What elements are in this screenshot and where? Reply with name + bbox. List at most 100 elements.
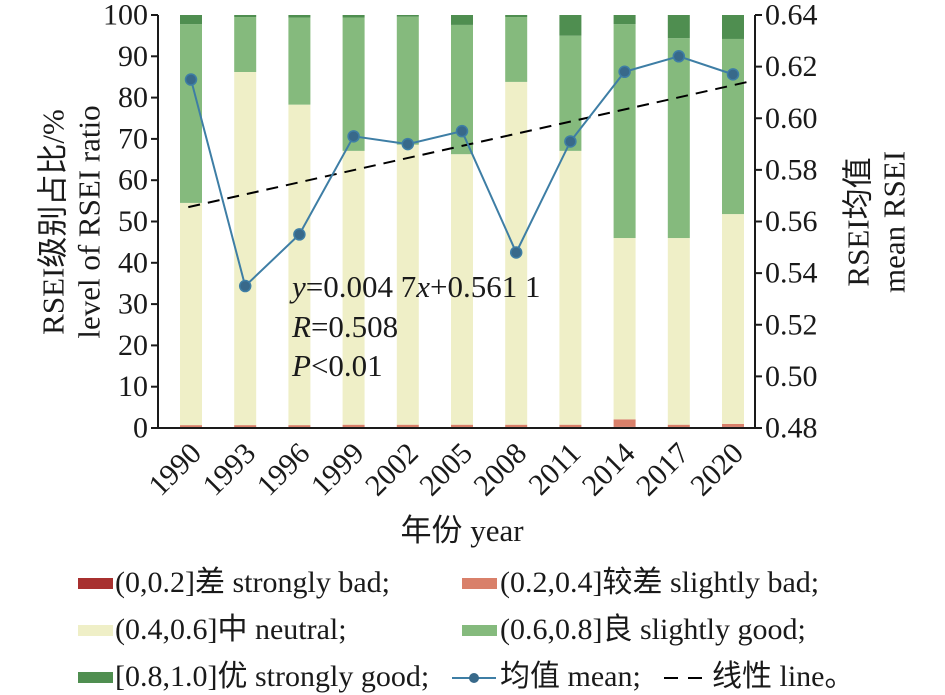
x-tick-label: 1999 (305, 437, 371, 503)
y-right-tick-label: 0.54 (765, 257, 818, 290)
bars-layer (180, 15, 744, 428)
bar-2008-slightly-bad (505, 424, 528, 428)
trend-line (188, 79, 753, 209)
math-variable: x (415, 269, 430, 304)
legend-item-neutral: (0.4,0.6]中 neutral; (78, 613, 347, 646)
y-right-axis-title-zh: RSEI均值 (841, 157, 876, 286)
math-text: =0.508 (311, 309, 398, 344)
bar-1996-slightly-good (288, 17, 311, 105)
mean-point-2008 (509, 246, 523, 259)
legend-label-trend: 线性 line。 (712, 660, 855, 693)
y-right-tick-label: 0.58 (765, 153, 818, 186)
legend: (0,0.2]差 strongly bad; (0.2,0.4]较差 sligh… (78, 566, 855, 693)
legend-item-strongly-bad: (0,0.2]差 strongly bad; (78, 566, 390, 599)
bar-1999-strongly-good (342, 15, 365, 18)
x-tick-label: 2020 (684, 437, 750, 503)
bar-2002-slightly-good (396, 16, 419, 145)
y-left-tick-label: 80 (118, 81, 148, 114)
x-tick-label: 2008 (467, 437, 533, 503)
y-right-tick-label: 0.50 (765, 360, 818, 393)
bar-2008-slightly-good (505, 17, 528, 82)
x-tick-label: 2014 (576, 437, 642, 503)
legend-label-neutral: (0.4,0.6]中 neutral; (115, 613, 347, 646)
mean-point-2002 (401, 137, 415, 151)
bar-2020-slightly-bad (722, 423, 744, 427)
legend-mean-marker-icon (469, 673, 479, 683)
y-left-tick-label: 30 (118, 288, 148, 321)
x-tick-label: 2017 (630, 437, 696, 503)
bar-1993-neutral (234, 71, 257, 426)
y-right-axis-title-en: mean RSEI (877, 151, 912, 293)
math-text: +0.561 1 (430, 269, 540, 304)
bar-2020-strongly-good (722, 15, 744, 39)
bar-2002-strongly-good (396, 15, 419, 17)
legend-item-strongly-good: [0.8,1.0]优 strongly good; (78, 660, 429, 693)
regression-annotation: y=0.004 7x+0.561 1 R=0.508 P<0.01 (289, 269, 541, 383)
legend-swatch-slightly-good (462, 625, 497, 636)
y-left-axis-title-zh: RSEI级别占比/% (36, 109, 71, 335)
mean-point-1993 (238, 279, 252, 293)
y-right-tick-label: 0.48 (765, 412, 818, 445)
bar-2017-neutral (667, 238, 690, 425)
legend-item-mean: 均值 mean; (452, 660, 641, 693)
bar-2020-neutral (722, 214, 744, 424)
bar-1990-slightly-good (180, 24, 202, 203)
bar-2011-strongly-good (559, 15, 582, 36)
y-left-tick-label: 90 (118, 40, 148, 73)
y-right-tick-label: 0.52 (765, 308, 818, 341)
legend-label-slightly-bad: (0.2,0.4]较差 slightly bad; (500, 566, 819, 599)
bar-2005-slightly-bad (451, 424, 473, 428)
bar-1999-slightly-bad (342, 424, 365, 428)
x-axis-title: 年份 year (400, 513, 524, 548)
y-left-axis-title-en: level of RSEI ratio (72, 105, 107, 338)
legend-swatch-strongly-good (78, 672, 113, 683)
bar-1996-strongly-good (288, 15, 311, 18)
y-left-tick-label: 10 (118, 370, 148, 403)
math-variable: y (289, 269, 306, 304)
y-left-tick-label: 50 (118, 205, 148, 238)
y-left-tick-label: 20 (118, 329, 148, 362)
y-right-tick-label: 0.62 (765, 50, 818, 83)
y-right-tick-label: 0.64 (765, 0, 818, 32)
bar-2017-strongly-good (667, 15, 690, 39)
bar-2014-neutral (613, 238, 636, 420)
math-text: =0.004 7 (306, 269, 416, 304)
y-left-tick-label: 100 (103, 0, 148, 32)
bar-2011-slightly-bad (559, 424, 582, 428)
bar-2014-slightly-good (613, 24, 636, 239)
mean-point-1990 (184, 73, 198, 86)
y-left-tick-label: 0 (133, 412, 148, 445)
bar-2014-slightly-bad (613, 419, 636, 427)
axis-titles: RSEI级别占比/% level of RSEI ratio RSEI均值 me… (36, 105, 912, 548)
x-tick-label: 2002 (359, 437, 425, 503)
bar-1990-strongly-good (180, 15, 202, 25)
bar-2017-slightly-bad (667, 424, 690, 428)
y-right-tick-label: 0.60 (765, 102, 818, 135)
legend-label-mean: 均值 mean; (500, 660, 641, 693)
mean-point-1999 (347, 130, 360, 143)
mean-point-2014 (618, 65, 631, 79)
legend-label-slightly-good: (0.6,0.8]良 slightly good; (500, 613, 806, 646)
bar-1993-slightly-good (234, 17, 257, 72)
x-tick-label: 1990 (142, 437, 208, 503)
bar-1993-strongly-good (234, 15, 257, 18)
bar-2017-slightly-good (667, 38, 690, 239)
legend-label-strongly-bad: (0,0.2]差 strongly bad; (115, 566, 390, 599)
p-value: P<0.01 (291, 348, 383, 383)
legend-label-strongly-good: [0.8,1.0]优 strongly good; (115, 660, 429, 693)
bar-2014-strongly-good (613, 15, 636, 25)
lines-layer (184, 50, 753, 293)
bar-2011-slightly-good (559, 35, 582, 151)
bar-1999-slightly-good (342, 17, 365, 151)
x-tick-label: 1993 (196, 437, 262, 503)
math-variable: R (291, 309, 311, 344)
bar-2005-strongly-good (451, 15, 473, 25)
y-left-tick-label: 70 (118, 122, 148, 155)
bar-1990-neutral (180, 202, 202, 426)
mean-point-2005 (455, 124, 469, 138)
bar-2011-neutral (559, 150, 582, 425)
bar-1999-neutral (342, 150, 365, 425)
mean-point-1996 (293, 228, 306, 241)
bar-1993-slightly-bad (234, 425, 257, 428)
